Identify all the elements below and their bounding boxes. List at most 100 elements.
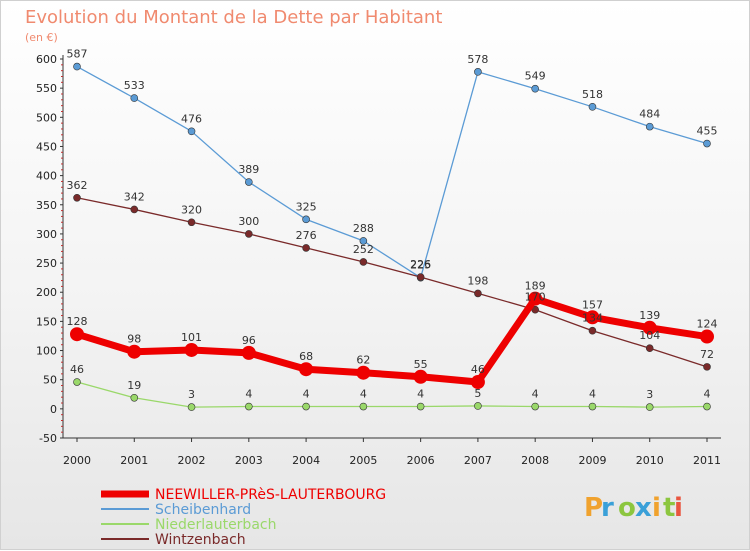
data-point <box>703 402 711 411</box>
series-line <box>76 381 708 408</box>
data-label: 325 <box>296 200 317 213</box>
data-point <box>416 273 425 281</box>
data-label: 342 <box>124 190 145 203</box>
data-point <box>73 378 81 386</box>
data-point <box>359 402 368 411</box>
y-tick-label: 350 <box>36 199 57 212</box>
y-tick-label: 0 <box>50 403 57 416</box>
logo-letter: o <box>618 493 636 523</box>
y-tick-label: 200 <box>36 286 57 299</box>
data-label: 362 <box>67 179 88 192</box>
data-point <box>470 375 485 390</box>
data-point <box>187 127 196 136</box>
series-layer <box>70 62 714 411</box>
x-tick-label: 2000 <box>63 454 91 467</box>
logo-letter: x <box>635 493 652 523</box>
data-point <box>359 237 368 245</box>
data-point <box>127 344 142 359</box>
data-label: 578 <box>467 53 488 66</box>
logo-letter: P <box>584 493 603 523</box>
data-point <box>302 244 310 252</box>
data-label: 320 <box>181 203 202 216</box>
data-point <box>588 402 597 411</box>
data-point <box>531 402 539 411</box>
data-point <box>130 205 139 214</box>
data-label: 288 <box>353 222 374 235</box>
data-label: 4 <box>589 388 596 401</box>
data-label: 157 <box>582 298 603 311</box>
chart-subtitle: (en €) <box>25 31 58 44</box>
data-label: 3 <box>646 388 653 401</box>
data-point <box>130 94 139 102</box>
data-point <box>130 393 139 402</box>
data-label: 225 <box>410 259 431 272</box>
y-tick-label: 450 <box>36 140 57 153</box>
data-labels: 5875334763893252882262255785495184844553… <box>67 48 718 402</box>
data-point <box>474 68 482 76</box>
series-2 <box>73 378 711 411</box>
data-point <box>585 310 600 325</box>
legend-label: Niederlauterbach <box>155 517 276 533</box>
data-label: 252 <box>353 243 374 256</box>
data-label: 46 <box>471 363 485 376</box>
logo-letter: r <box>601 493 614 523</box>
data-point <box>645 403 654 411</box>
x-tick-label: 2011 <box>693 454 721 467</box>
legend-label: NEEWILLER-PRèS-LAUTERBOURG <box>155 487 386 503</box>
data-label: 139 <box>639 309 660 322</box>
logo-letter: i <box>652 493 661 523</box>
data-label: 96 <box>242 334 256 347</box>
proxiti-logo: Pr o x i ti <box>584 493 683 523</box>
x-tick-label: 2010 <box>636 454 664 467</box>
data-point <box>70 327 84 342</box>
series-0 <box>70 291 714 390</box>
y-tick-label: 250 <box>36 257 57 270</box>
data-point <box>359 258 368 266</box>
data-point <box>302 402 310 411</box>
legend: NEEWILLER-PRèS-LAUTERBOURGScheibenhardNi… <box>101 487 386 548</box>
legend-item: NEEWILLER-PRèS-LAUTERBOURG <box>101 487 386 503</box>
data-label: 476 <box>181 112 202 125</box>
data-label: 101 <box>181 331 202 344</box>
y-tick-label: 600 <box>36 53 57 66</box>
x-tick-label: 2008 <box>521 454 549 467</box>
series-1 <box>73 62 711 282</box>
x-tick-label: 2006 <box>407 454 435 467</box>
data-label: 389 <box>238 163 259 176</box>
data-point <box>73 193 81 202</box>
data-label: 455 <box>697 125 718 138</box>
y-tick-label: 100 <box>36 345 57 358</box>
data-label: 170 <box>525 291 546 304</box>
data-label: 4 <box>417 388 424 401</box>
data-label: 189 <box>525 280 546 293</box>
data-label: 5 <box>474 387 481 400</box>
legend-item: Niederlauterbach <box>101 517 276 533</box>
y-tick-label: -50 <box>39 432 57 445</box>
data-point <box>356 365 371 380</box>
data-label: 198 <box>467 274 488 287</box>
legend-label: Scheibenhard <box>155 502 251 518</box>
data-point <box>245 178 253 186</box>
data-point <box>474 289 482 298</box>
data-label: 4 <box>245 388 252 401</box>
data-point <box>645 344 654 353</box>
data-label: 134 <box>582 312 603 325</box>
x-tick-label: 2003 <box>235 454 263 467</box>
data-point <box>703 139 711 148</box>
series-line <box>75 295 708 386</box>
data-point <box>703 363 711 371</box>
data-label: 19 <box>127 379 141 392</box>
series-3 <box>73 193 711 371</box>
y-tick-label: 150 <box>36 315 57 328</box>
logo-letter: t <box>663 493 675 523</box>
x-tick-label: 2007 <box>464 454 492 467</box>
data-label: 276 <box>296 229 317 242</box>
y-tick-label: 50 <box>43 374 57 387</box>
data-point <box>416 402 425 411</box>
data-label: 68 <box>299 350 313 363</box>
legend-item: Wintzenbach <box>101 532 246 548</box>
data-label: 3 <box>188 388 195 401</box>
legend-label: Wintzenbach <box>155 532 246 548</box>
x-tick-label: 2005 <box>349 454 377 467</box>
